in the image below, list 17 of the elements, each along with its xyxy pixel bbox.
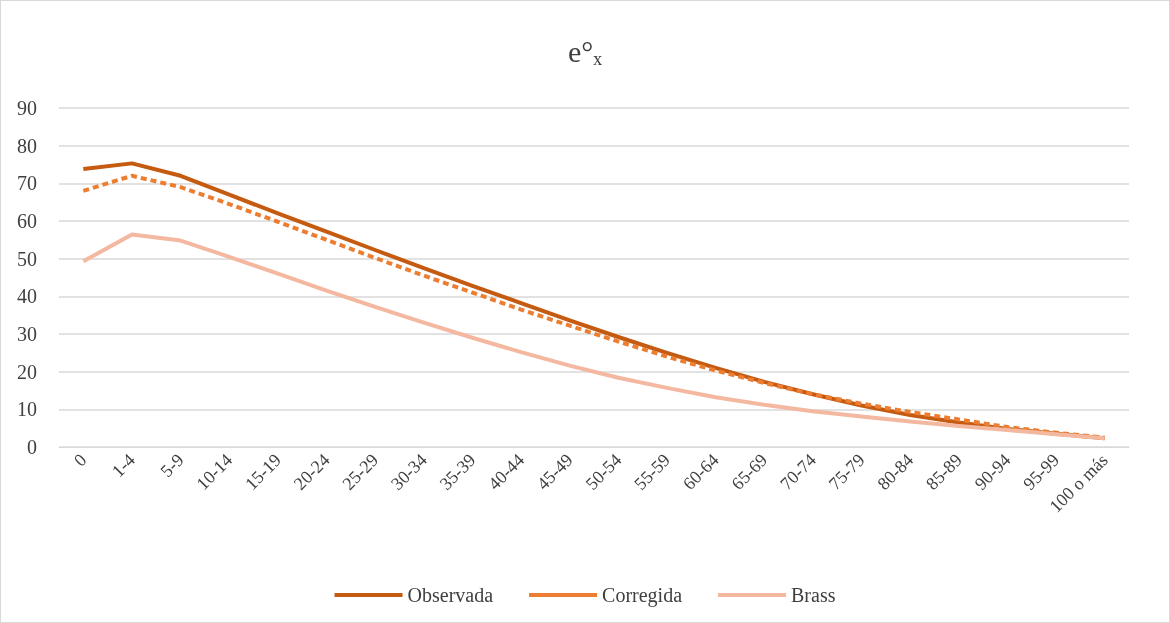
y-tick-label: 60 xyxy=(17,210,37,232)
x-tick-label: 0 xyxy=(69,449,91,471)
legend-label: Corregida xyxy=(602,584,683,607)
y-tick-label: 40 xyxy=(17,285,37,308)
legend-label: Brass xyxy=(791,584,836,606)
x-tick-label: 1-4 xyxy=(107,449,140,482)
y-tick-label: 10 xyxy=(17,398,37,421)
y-tick-label: 70 xyxy=(17,172,37,195)
y-tick-label: 30 xyxy=(17,323,37,345)
y-tick-label: 50 xyxy=(17,247,37,270)
y-tick-label: 90 xyxy=(17,97,37,119)
line-series xyxy=(81,232,1107,441)
x-tick-label: 5-9 xyxy=(156,449,188,482)
chart-title: e°ₓ xyxy=(567,34,603,68)
y-tick-label: 80 xyxy=(17,134,37,157)
legend-label: Observada xyxy=(407,584,494,606)
y-tick-label: 20 xyxy=(17,360,37,383)
